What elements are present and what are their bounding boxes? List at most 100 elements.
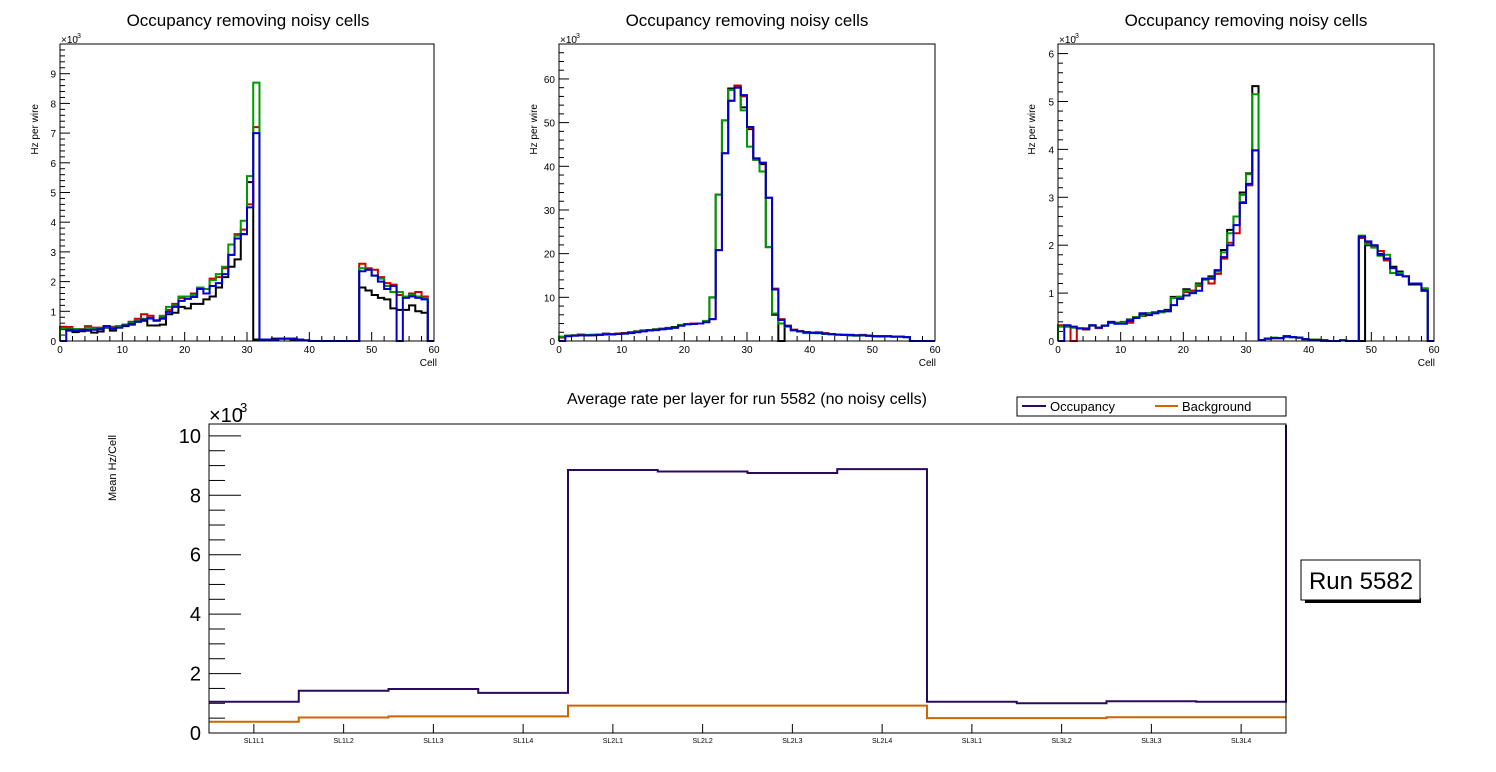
y-tick-label: 2 bbox=[190, 664, 201, 686]
axis-ticks: 0 10 20 30 40 50 60 0 1 2 3 4 5 6 7 8 9 bbox=[50, 43, 440, 356]
x-tick-label: 0 bbox=[57, 345, 63, 356]
plot-frame bbox=[1057, 43, 1435, 342]
x-tick-label: 20 bbox=[679, 345, 691, 356]
plot-title: Average rate per layer for run 5582 (no … bbox=[567, 391, 927, 408]
x-category-label: SL1L1 bbox=[244, 738, 264, 745]
x-tick-label: 0 bbox=[556, 345, 562, 356]
axis-ticks: 0 2 4 6 8 10 SL1L1 SL1L2 SL1L3 SL1L4 SL2L1 SL2L2 SL2… bbox=[179, 426, 1252, 745]
series-line-layer-blue bbox=[559, 86, 935, 342]
y-tick-label: 0 bbox=[549, 337, 555, 348]
series-group bbox=[209, 425, 1287, 723]
axis-ticks: 0 10 20 30 40 50 60 0 1 2 3 4 5 6 bbox=[1048, 43, 1440, 356]
y-tick-label: 6 bbox=[1048, 50, 1054, 61]
x-tick-label: 30 bbox=[241, 345, 253, 356]
x-category-label: SL3L1 bbox=[962, 738, 982, 745]
x-axis-label: Cell bbox=[919, 358, 936, 369]
x-tick-label: 50 bbox=[1366, 345, 1378, 356]
multiplier-label: ×10 3 bbox=[209, 400, 247, 427]
y-tick-label: 9 bbox=[50, 70, 56, 81]
series-line-layer-blue bbox=[60, 132, 434, 342]
x-category-label: SL3L4 bbox=[1231, 738, 1251, 745]
x-category-label: SL1L3 bbox=[423, 738, 443, 745]
x-axis-label: Cell bbox=[1418, 358, 1435, 369]
y-axis-label: Hz per wire bbox=[529, 104, 540, 155]
multiplier-label: ×10 3 bbox=[61, 33, 81, 46]
plot-frame bbox=[59, 43, 435, 342]
y-tick-label: 4 bbox=[1048, 145, 1054, 156]
legend-label-background: Background bbox=[1182, 399, 1251, 414]
plot-title: Occupancy removing noisy cells bbox=[626, 11, 869, 30]
plot-title: Occupancy removing noisy cells bbox=[127, 11, 370, 30]
plot-frame bbox=[558, 43, 936, 342]
y-tick-label: 3 bbox=[50, 248, 56, 259]
run-label: Run 5582 bbox=[1309, 568, 1413, 595]
x-tick-label: 40 bbox=[304, 345, 316, 356]
series-group bbox=[1057, 85, 1434, 342]
y-tick-label: 40 bbox=[544, 162, 556, 173]
legend-box bbox=[1016, 396, 1287, 417]
y-tick-label: 2 bbox=[50, 278, 56, 289]
y-tick-label: 4 bbox=[50, 218, 56, 229]
multiplier-base: ×10 bbox=[209, 405, 243, 427]
y-axis-label: Hz per wire bbox=[1027, 104, 1038, 155]
x-tick-label: 40 bbox=[1303, 345, 1315, 356]
plot-bottom-average-rate: Average rate per layer for run 5582 (no … bbox=[107, 391, 1287, 745]
x-category-label: SL3L3 bbox=[1141, 738, 1161, 745]
x-category-label: SL3L2 bbox=[1052, 738, 1072, 745]
y-tick-label: 2 bbox=[1048, 241, 1054, 252]
y-tick-label: 10 bbox=[179, 426, 201, 448]
run-label-frame bbox=[1300, 559, 1421, 601]
series-group bbox=[558, 84, 935, 342]
x-tick-label: 60 bbox=[428, 345, 440, 356]
multiplier-base: ×10 bbox=[1059, 35, 1076, 46]
x-tick-label: 50 bbox=[867, 345, 879, 356]
y-axis-label: Hz per wire bbox=[30, 104, 41, 155]
multiplier-base: ×10 bbox=[560, 35, 577, 46]
y-tick-label: 5 bbox=[50, 189, 56, 200]
plot-title: Occupancy removing noisy cells bbox=[1125, 11, 1368, 30]
x-tick-label: 20 bbox=[1178, 345, 1190, 356]
x-tick-label: 30 bbox=[1240, 345, 1252, 356]
y-tick-label: 6 bbox=[50, 159, 56, 170]
x-category-label: SL1L4 bbox=[513, 738, 533, 745]
y-tick-label: 3 bbox=[1048, 193, 1054, 204]
y-tick-label: 1 bbox=[50, 307, 56, 318]
y-tick-label: 8 bbox=[190, 485, 201, 507]
x-tick-label: 10 bbox=[616, 345, 628, 356]
plot-frame bbox=[208, 423, 1287, 734]
y-tick-label: 30 bbox=[544, 206, 556, 217]
x-category-label: SL2L2 bbox=[693, 738, 713, 745]
x-tick-label: 60 bbox=[1428, 345, 1440, 356]
plot-top-left: Occupancy removing noisy cells Hz per wi… bbox=[30, 11, 440, 369]
x-tick-label: 0 bbox=[1055, 345, 1061, 356]
y-tick-label: 5 bbox=[1048, 97, 1054, 108]
x-axis-label: Cell bbox=[420, 358, 437, 369]
x-category-label: SL2L1 bbox=[603, 738, 623, 745]
series-line-layer-green bbox=[1057, 93, 1434, 342]
legend-label-occupancy: Occupancy bbox=[1050, 399, 1116, 414]
multiplier-exponent: 3 bbox=[576, 33, 580, 40]
series-line-layer-black bbox=[1057, 85, 1434, 342]
series-line-occupancy bbox=[209, 425, 1287, 705]
y-tick-label: 20 bbox=[544, 250, 556, 261]
x-category-label: SL1L2 bbox=[334, 738, 354, 745]
multiplier-label: ×10 3 bbox=[1059, 33, 1079, 46]
series-group bbox=[59, 81, 434, 342]
x-category-label: SL2L3 bbox=[782, 738, 802, 745]
plot-top-right: Occupancy removing noisy cells Hz per wi… bbox=[1027, 11, 1440, 369]
y-tick-label: 0 bbox=[1048, 337, 1054, 348]
x-tick-label: 60 bbox=[929, 345, 941, 356]
y-tick-label: 10 bbox=[544, 293, 556, 304]
multiplier-base: ×10 bbox=[61, 35, 78, 46]
x-tick-label: 30 bbox=[741, 345, 753, 356]
x-tick-label: 40 bbox=[804, 345, 816, 356]
y-tick-label: 50 bbox=[544, 119, 556, 130]
x-category-label: SL2L4 bbox=[872, 738, 892, 745]
multiplier-label: ×10 3 bbox=[560, 33, 580, 46]
run-label-box: Run 5582 bbox=[1300, 559, 1421, 603]
y-tick-label: 0 bbox=[190, 723, 201, 745]
multiplier-exponent: 3 bbox=[1075, 33, 1079, 40]
y-tick-label: 6 bbox=[190, 545, 201, 567]
x-tick-label: 50 bbox=[366, 345, 378, 356]
